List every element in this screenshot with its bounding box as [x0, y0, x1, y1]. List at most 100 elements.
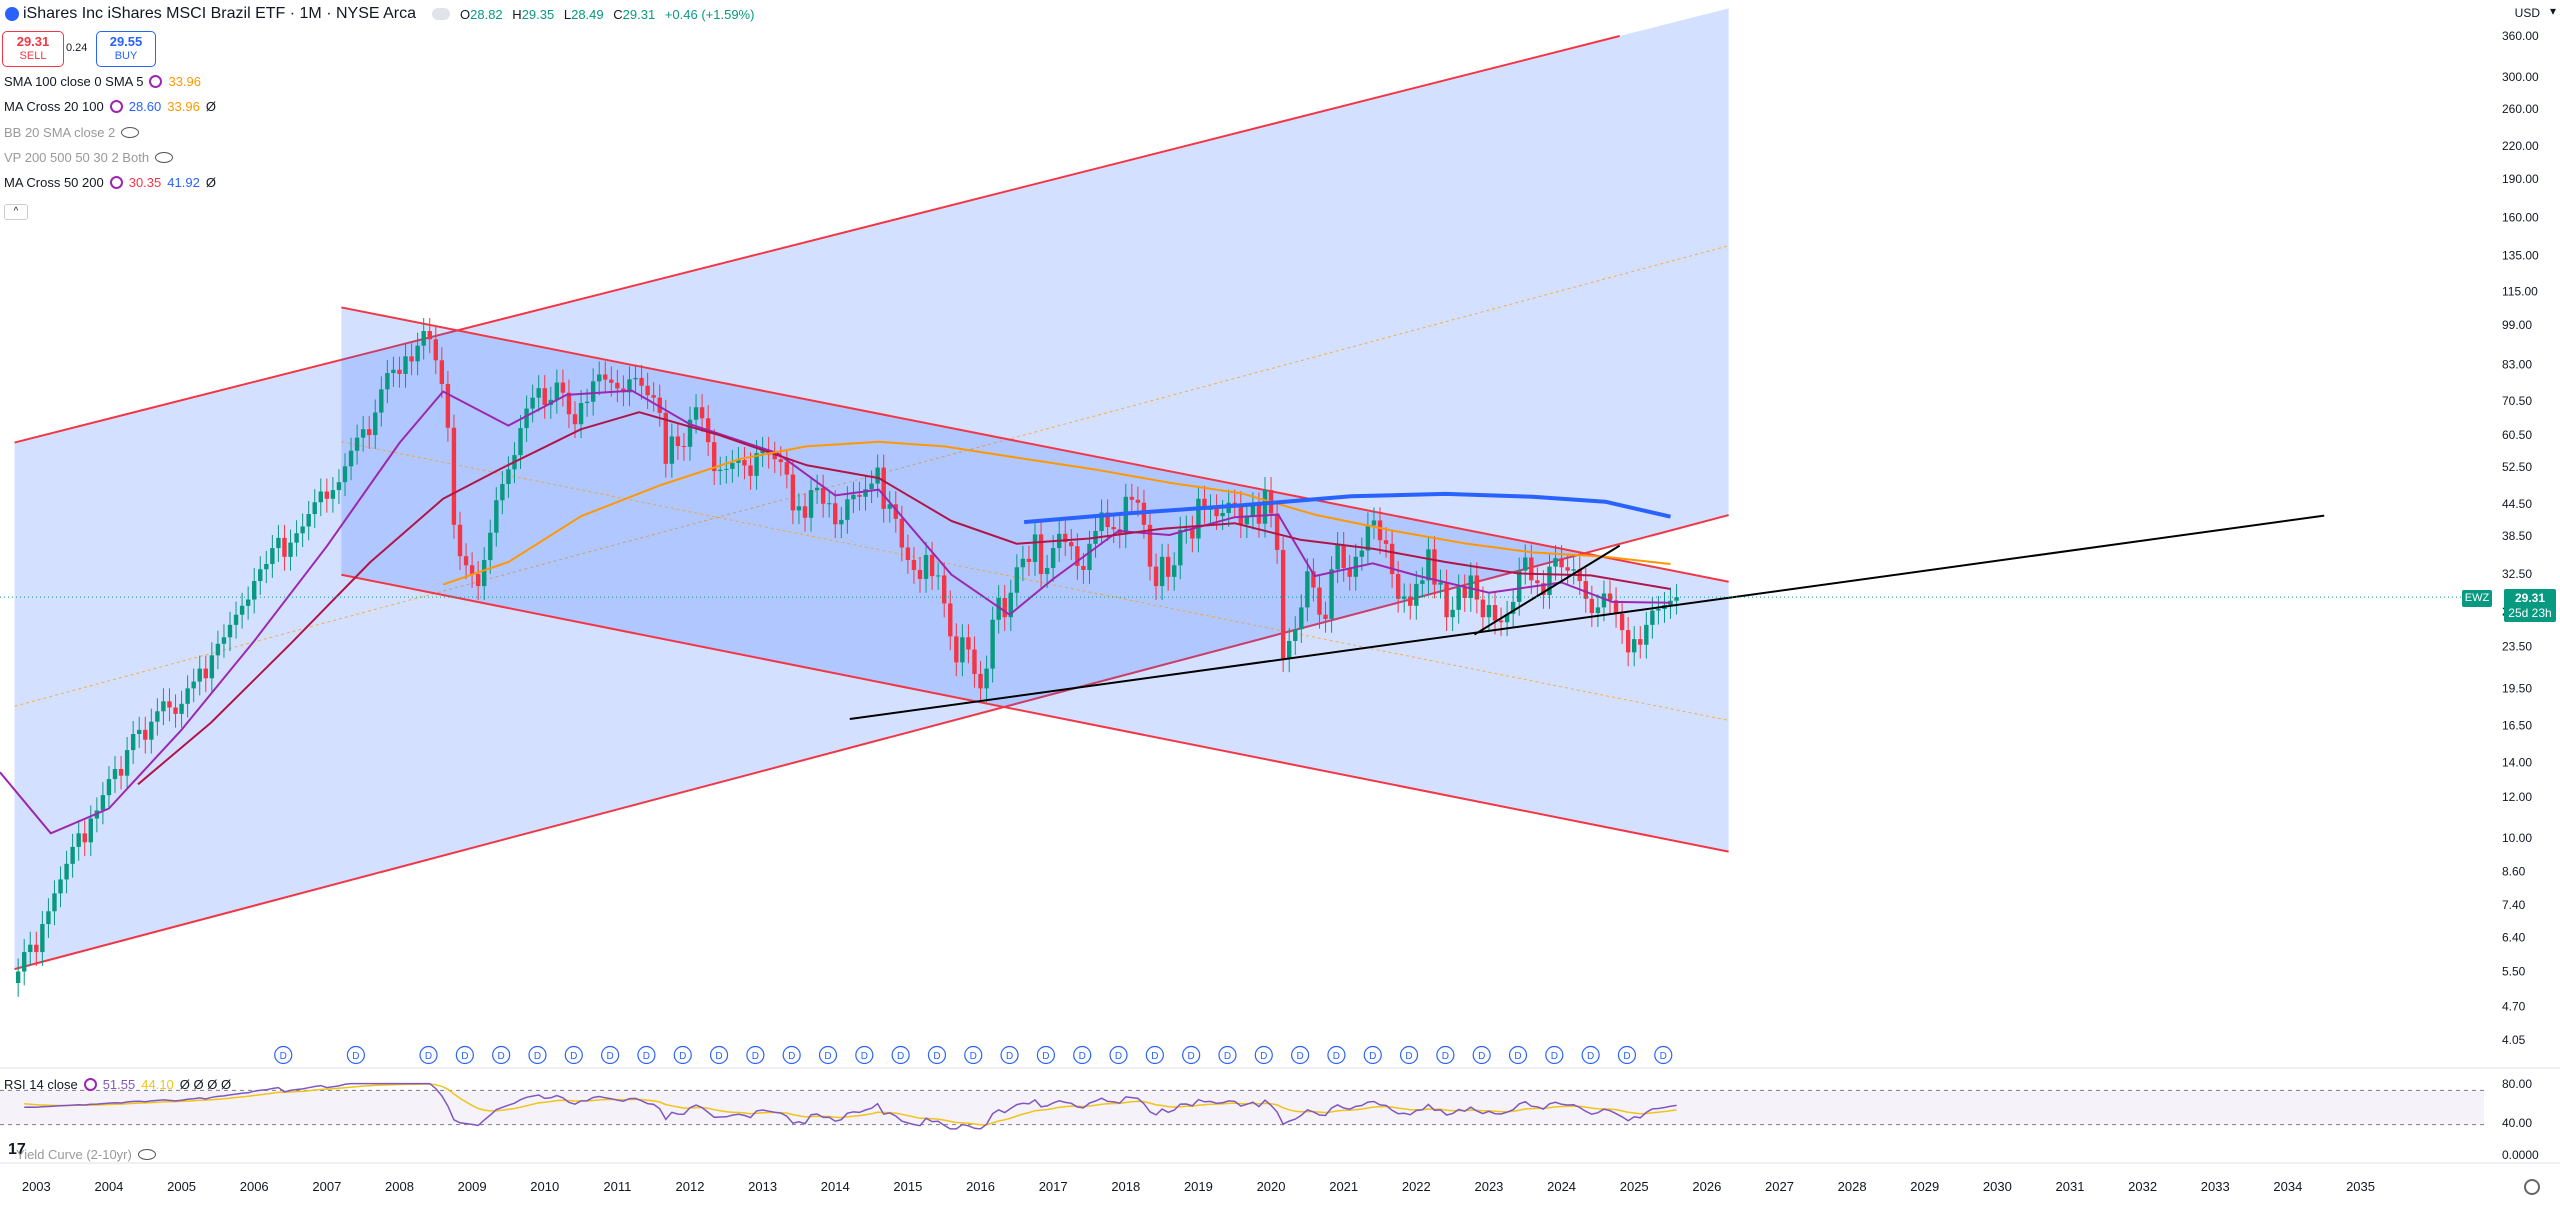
x-tick-label: 2016: [966, 1179, 995, 1194]
candle-body: [1238, 504, 1243, 525]
candle-body: [772, 454, 777, 460]
candle-body: [258, 569, 263, 582]
candle-body: [191, 681, 196, 689]
y-tick-label: 6.40: [2502, 931, 2526, 945]
candle-body: [421, 331, 426, 346]
candle-body: [554, 382, 560, 400]
indicator-label: MA Cross 20 100: [4, 99, 104, 114]
hide-ohlc-icon[interactable]: [432, 8, 450, 20]
candle-body: [197, 668, 202, 682]
candle-body: [597, 374, 602, 382]
candle-body: [1165, 556, 1171, 577]
yield-curve-legend[interactable]: Yield Curve (2-10yr): [4, 1147, 156, 1162]
candle-body: [845, 499, 850, 520]
dividend-marker-icon: [1218, 1045, 1237, 1065]
dividend-marker-icon: [1036, 1045, 1055, 1065]
y-tick-label: 12.00: [2502, 790, 2532, 804]
y-tick-label: 135.00: [2502, 248, 2539, 262]
buy-button[interactable]: 29.55 BUY: [96, 31, 156, 67]
candle-body: [312, 502, 317, 515]
candle-body: [1444, 582, 1449, 618]
dividend-marker-icon: [673, 1045, 692, 1065]
candle-body: [373, 412, 378, 436]
candle-body: [1190, 528, 1195, 539]
indicator-settings-icon[interactable]: [109, 100, 123, 113]
candle-body: [693, 407, 699, 420]
candle-body: [1172, 565, 1177, 577]
candle-body: [1383, 540, 1389, 544]
candle-body: [1129, 496, 1135, 500]
y-tick-label: 5.50: [2502, 965, 2526, 979]
candle-body: [1389, 543, 1395, 575]
channel-upper-line-0: [14, 35, 1620, 444]
indicator-legend-ma-cross-20-100[interactable]: MA Cross 20 100 28.60 33.96 Ø: [4, 99, 216, 114]
hidden-eye-icon[interactable]: [137, 1149, 156, 1160]
dividend-marker-icon: [1508, 1045, 1528, 1065]
indicator-legend-vp[interactable]: VP 200 500 50 30 2 Both: [4, 150, 174, 165]
x-tick-label: 2009: [458, 1179, 487, 1194]
dividend-marker-label: D: [970, 1051, 977, 1062]
yield-curve-label: Yield Curve (2-10yr): [16, 1147, 132, 1162]
candle-body: [839, 519, 844, 525]
indicator-label: BB 20 SMA close 2: [4, 125, 116, 140]
y-tick-label: 99.00: [2502, 318, 2532, 332]
indicator-settings-icon[interactable]: [109, 176, 123, 189]
symbol-title[interactable]: iShares Inc iShares MSCI Brazil ETF · 1M…: [23, 5, 416, 22]
x-tick-label: 2017: [1039, 1179, 1068, 1194]
indicator-legend-sma100[interactable]: SMA 100 close 0 SMA 5 33.96: [4, 74, 201, 89]
dividend-marker-icon: [1399, 1045, 1419, 1065]
sell-button[interactable]: 29.31 SELL: [2, 31, 64, 67]
candle-body: [996, 598, 1001, 620]
collapse-legend-button[interactable]: ^: [4, 204, 28, 220]
dividend-marker-icon: [1145, 1045, 1164, 1065]
hidden-eye-icon[interactable]: [155, 152, 174, 163]
candle-body: [88, 818, 93, 843]
candle-body: [712, 442, 717, 472]
candle-body: [590, 381, 596, 402]
candle-body: [1601, 593, 1607, 608]
indicator-legend-ma-cross-50-200[interactable]: MA Cross 50 200 30.35 41.92 Ø: [4, 175, 216, 190]
candle-body: [893, 504, 898, 519]
candle-body: [488, 532, 493, 561]
hidden-eye-icon[interactable]: [121, 127, 140, 138]
candle-body: [118, 768, 124, 776]
candle-body: [736, 460, 741, 463]
indicator-settings-icon[interactable]: [149, 75, 163, 88]
candle-body: [833, 503, 838, 525]
dividend-marker-label: D: [1442, 1051, 1449, 1062]
rsi-band: [0, 1090, 2484, 1125]
candle-body: [1426, 549, 1431, 581]
candle-body: [1050, 548, 1056, 568]
rsi-signal-line: [24, 1083, 1677, 1126]
indicator-label: VP 200 500 50 30 2 Both: [4, 150, 150, 165]
rsi-settings-icon[interactable]: [83, 1078, 97, 1091]
candle-body: [46, 911, 51, 925]
x-tick-label: 2020: [1257, 1179, 1286, 1194]
currency-label[interactable]: USD: [2514, 6, 2540, 20]
dividend-marker-icon: [1073, 1045, 1092, 1065]
dividend-marker-label: D: [1115, 1051, 1122, 1062]
candle-body: [960, 637, 965, 663]
settings-gear-icon[interactable]: [2524, 1179, 2540, 1195]
candle-body: [288, 542, 293, 557]
rsi-legend[interactable]: RSI 14 close 51.55 44.10 Ø Ø Ø Ø: [4, 1077, 231, 1092]
currency-dropdown-icon[interactable]: ▾: [2549, 4, 2556, 18]
candle-body: [748, 465, 753, 476]
indicator-legend-bb[interactable]: BB 20 SMA close 2: [4, 125, 140, 140]
candle-body: [1311, 571, 1316, 588]
candle-body: [1371, 520, 1377, 526]
dividend-marker-icon: [1472, 1045, 1491, 1065]
y-tick-label: 8.60: [2502, 865, 2526, 879]
dividend-marker-label: D: [1079, 1051, 1086, 1062]
moving-average-line-2: [442, 440, 1671, 586]
candle-body: [1583, 581, 1588, 599]
candle-body: [76, 833, 81, 847]
candle-body: [1075, 546, 1080, 566]
candle-body: [572, 414, 578, 425]
indicator-value: 41.92: [167, 175, 200, 190]
candle-body: [1038, 534, 1044, 575]
candle-body: [560, 382, 566, 393]
price-pane: [0, 8, 2325, 997]
